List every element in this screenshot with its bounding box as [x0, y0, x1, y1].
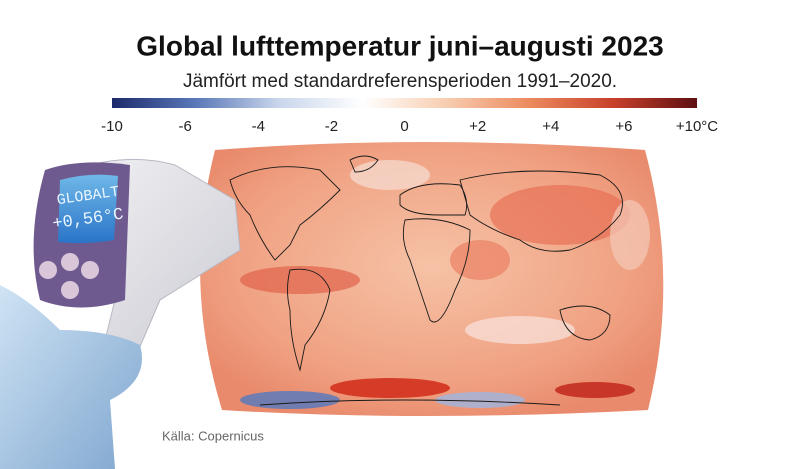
color-bar	[112, 98, 697, 108]
color-bar-tick-label: -2	[325, 118, 338, 135]
color-bar-tick-label: -6	[178, 118, 191, 135]
map	[200, 142, 664, 416]
subtitle: Jämfört med standardreferensperioden 199…	[183, 71, 617, 92]
color-bar-tick-label: +4	[542, 118, 559, 135]
thermometer-illustration: GLOBALT +0,56°C	[0, 158, 241, 469]
title: Global lufttemperatur juni–augusti 2023	[136, 30, 663, 61]
color-bar-tick-label: +2	[469, 118, 486, 135]
color-bar-tick-label: +10°C	[676, 118, 718, 135]
color-bar-tick-label: +6	[615, 118, 632, 135]
color-bar-tick-label: 0	[400, 118, 408, 135]
color-bar-ticks: -10 -6 -4 -2 0 +2 +4 +6 +10°C	[101, 118, 718, 135]
source: Källa: Copernicus	[162, 428, 264, 443]
color-bar-tick-label: -10	[101, 118, 123, 135]
color-bar-tick-label: -4	[252, 118, 265, 135]
